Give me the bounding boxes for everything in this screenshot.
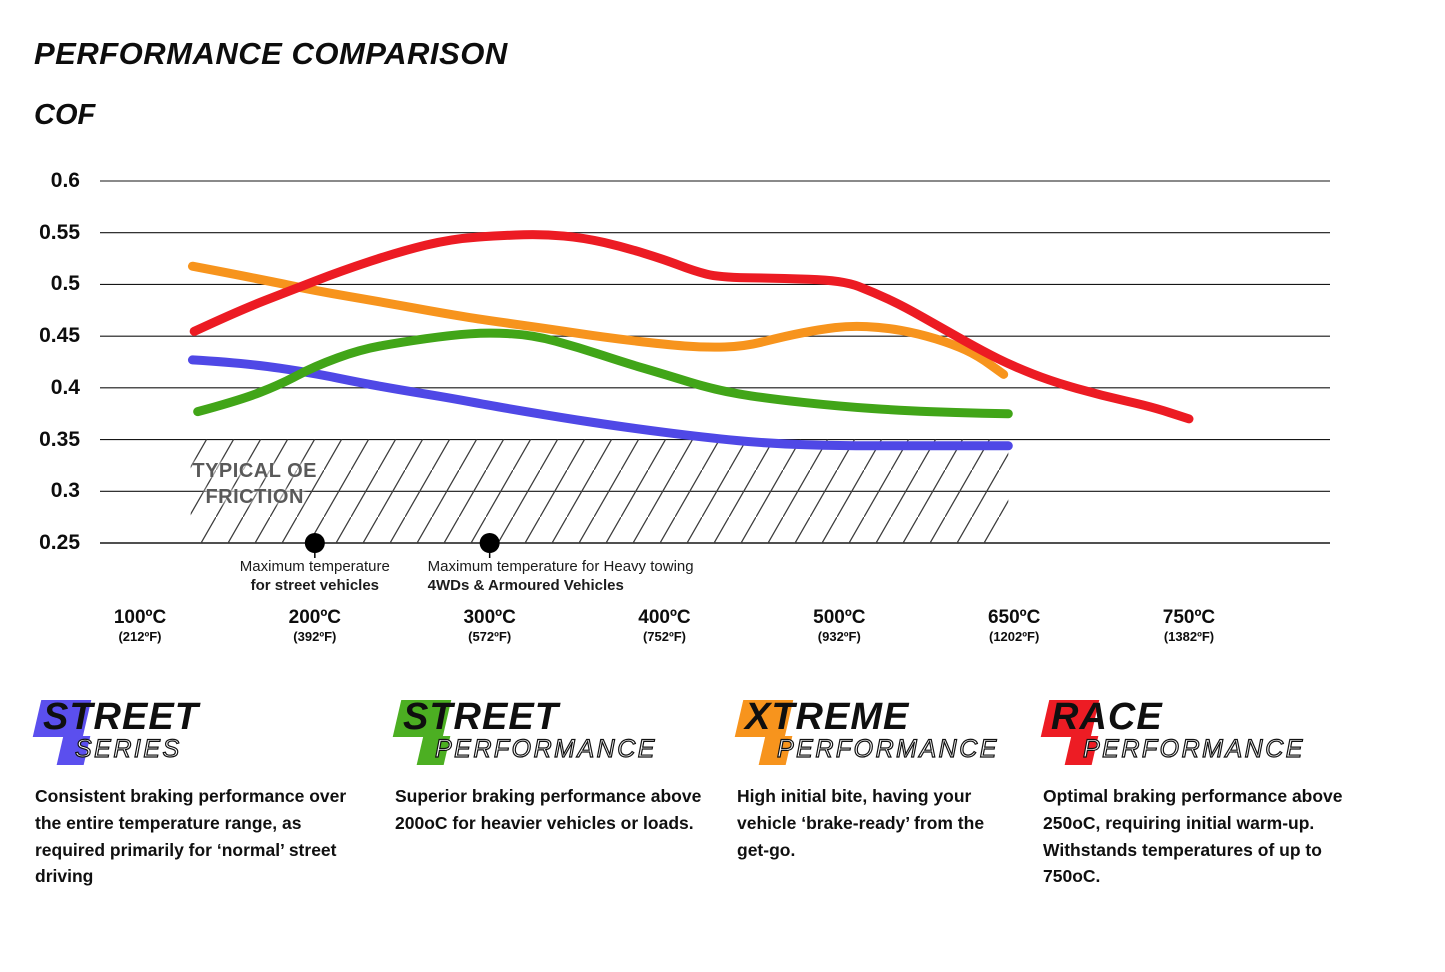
y-tick-0.25: 0.25 bbox=[39, 531, 80, 554]
typical-oe-friction-band bbox=[190, 439, 1009, 543]
annotation-line1: Maximum temperature bbox=[239, 558, 390, 575]
x-tick-celsius: 200ºC bbox=[288, 607, 342, 628]
typical-oe-friction-label: TYPICAL OE FRICTION bbox=[192, 458, 317, 510]
x-tick-300c: 300ºC (572ºF) bbox=[463, 607, 515, 645]
x-tick-fahrenheit: (212ºF) bbox=[118, 629, 162, 644]
logo-word2: PERFORMANCE bbox=[1082, 735, 1305, 763]
annotation-line1: Maximum temperature for Heavy towing bbox=[427, 558, 694, 575]
y-tick-0.6: 0.6 bbox=[50, 168, 80, 192]
brand-logo: STREET PERFORMANCE bbox=[392, 696, 717, 769]
y-axis-title: COF bbox=[34, 99, 96, 131]
series-line-street-series bbox=[187, 355, 1013, 451]
x-tick-celsius: 300ºC bbox=[463, 607, 516, 628]
marker-dot-300c bbox=[479, 533, 500, 553]
legend-item-xtreme-performance: XTREME PERFORMANCE High initial bite, havi… bbox=[734, 696, 1015, 863]
annotation-200c: Maximum temperature for street vehicles bbox=[240, 558, 390, 595]
x-tick-celsius: 500ºC bbox=[813, 607, 866, 628]
logo-word2: PERFORMANCE bbox=[434, 735, 657, 763]
x-tick-fahrenheit: (1202ºF) bbox=[989, 629, 1040, 644]
logo-word1: RACE bbox=[1051, 696, 1163, 738]
brand-logo: RACE PERFORMANCE bbox=[1040, 696, 1371, 769]
page-title: PERFORMANCE COMPARISON bbox=[34, 36, 508, 71]
x-tick-celsius: 750ºC bbox=[1162, 607, 1216, 628]
x-tick-200c: 200ºC (392ºF) bbox=[289, 607, 341, 645]
x-tick-celsius: 100ºC bbox=[113, 607, 167, 628]
y-tick-0.5: 0.5 bbox=[50, 272, 80, 296]
series-lines bbox=[187, 230, 1194, 451]
x-tick-400c: 400ºC (752ºF) bbox=[638, 607, 690, 645]
x-tick-fahrenheit: (932ºF) bbox=[817, 629, 861, 644]
series-line-street-performance bbox=[193, 328, 1013, 419]
x-tick-500c: 500ºC (932ºF) bbox=[813, 607, 865, 645]
logo-word1: STREET bbox=[403, 696, 559, 738]
legend-item-street-performance: STREET PERFORMANCE Superior braking perfor… bbox=[392, 696, 717, 837]
legend-description: Consistent braking performance over the … bbox=[35, 786, 347, 887]
legend-item-street-series: STREET SERIES Consistent braking performan… bbox=[32, 696, 365, 890]
x-tick-750c: 750ºC (1382ºF) bbox=[1163, 607, 1215, 645]
y-tick-0.3: 0.3 bbox=[50, 479, 80, 503]
oe-label-line1: TYPICAL OE bbox=[192, 460, 318, 482]
logo-word1: STREET bbox=[43, 696, 199, 738]
legend-description: Superior braking performance above 200oC… bbox=[395, 786, 702, 833]
series-line-race-performance bbox=[189, 230, 1194, 424]
logo-word2: SERIES bbox=[74, 735, 182, 763]
y-tick-0.45: 0.45 bbox=[39, 324, 80, 348]
annotation-line2: for street vehicles bbox=[250, 576, 380, 594]
x-tick-fahrenheit: (392ºF) bbox=[293, 629, 337, 644]
x-tick-fahrenheit: (752ºF) bbox=[642, 629, 686, 644]
x-tick-fahrenheit: (572ºF) bbox=[468, 629, 512, 644]
annotation-300c: Maximum temperature for Heavy towing 4WDs… bbox=[428, 558, 694, 595]
annotation-line2: 4WDs & Armoured Vehicles bbox=[427, 576, 624, 594]
y-tick-0.4: 0.4 bbox=[50, 375, 80, 399]
x-tick-fahrenheit: (1382ºF) bbox=[1163, 629, 1215, 644]
y-tick-0.55: 0.55 bbox=[39, 220, 80, 244]
y-tick-0.35: 0.35 bbox=[39, 427, 80, 451]
marker-dot-200c bbox=[304, 533, 325, 553]
x-tick-100c: 100ºC (212ºF) bbox=[114, 607, 166, 645]
brand-logo: XTREME PERFORMANCE bbox=[734, 696, 1015, 769]
legend-description: Optimal braking performance above 250oC,… bbox=[1043, 786, 1343, 887]
oe-label-line2: FRICTION bbox=[205, 486, 304, 508]
logo-word1: XTREME bbox=[745, 696, 910, 738]
legend-description: High initial bite, having your vehicle ‘… bbox=[737, 786, 985, 860]
oe-friction-hatch bbox=[190, 439, 1009, 543]
brand-logo: STREET SERIES bbox=[32, 696, 365, 769]
x-tick-650c: 650ºC (1202ºF) bbox=[988, 607, 1040, 645]
temperature-markers bbox=[304, 533, 500, 558]
x-tick-celsius: 400ºC bbox=[638, 607, 691, 628]
series-line-xtreme-performance bbox=[187, 261, 1009, 379]
logo-word2: PERFORMANCE bbox=[776, 735, 999, 763]
x-tick-celsius: 650ºC bbox=[987, 607, 1041, 628]
legend-item-race-performance: RACE PERFORMANCE Optimal braking performan… bbox=[1040, 696, 1371, 890]
